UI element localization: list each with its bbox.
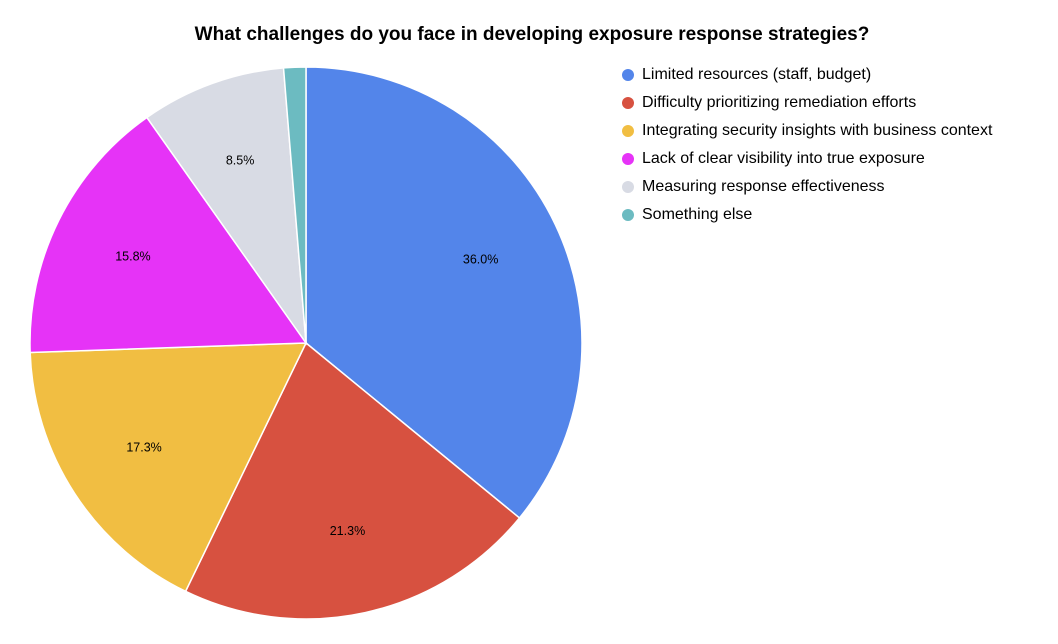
legend-marker	[622, 97, 634, 109]
pie-slice	[29, 116, 308, 354]
slice-value-label: 21.3%	[330, 524, 365, 538]
pie-slice	[184, 341, 521, 620]
slice-value-label: 36.0%	[463, 253, 498, 267]
slice-value-label: 17.3%	[126, 441, 161, 455]
slice-value-label: 15.8%	[115, 249, 150, 263]
pie-slices	[29, 66, 583, 620]
legend-item-label: Limited resources (staff, budget)	[642, 66, 871, 83]
legend-marker	[622, 153, 634, 165]
legend-item-label: Something else	[642, 206, 752, 223]
legend-item-label: Integrating security insights with busin…	[642, 122, 993, 139]
pie-slice	[305, 66, 583, 520]
pie-slice	[145, 67, 307, 346]
pie-slice	[282, 66, 307, 344]
pie-slice	[29, 342, 308, 593]
legend-marker	[622, 209, 634, 221]
legend-item-label: Difficulty prioritizing remediation effo…	[642, 94, 916, 111]
legend-item-label: Measuring response effectiveness	[642, 178, 885, 195]
chart-title: What challenges do you face in developin…	[195, 24, 870, 45]
pie-slice-labels: 36.0% 21.3% 17.3% 15.8% 8.5%	[115, 154, 498, 538]
legend-marker	[622, 125, 634, 137]
legend-item-label: Lack of clear visibility into true expos…	[642, 150, 925, 167]
legend-marker	[622, 181, 634, 193]
slice-value-label: 8.5%	[226, 154, 255, 168]
legend-marker	[622, 69, 634, 81]
chart-legend: Limited resources (staff, budget) Difficu…	[622, 66, 993, 223]
